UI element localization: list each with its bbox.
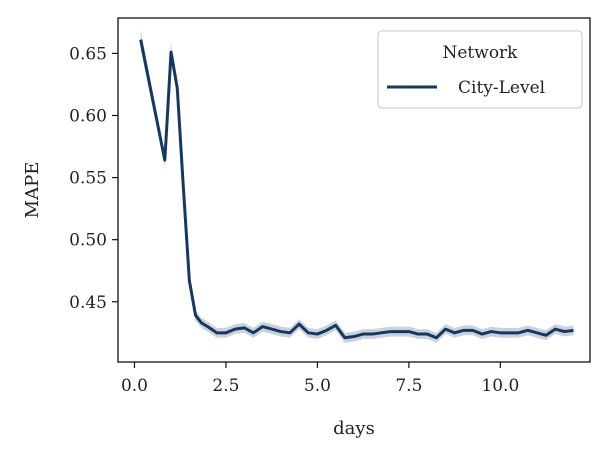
- series-line-layer: [139, 39, 574, 340]
- legend-title: Network: [443, 43, 519, 63]
- x-tick-label: 7.5: [395, 376, 422, 396]
- legend-label-city-level: City-Level: [458, 78, 545, 98]
- x-axis-ticks: 0.0 2.5 5.0 7.5 10.0: [121, 362, 519, 396]
- x-tick-label: 0.0: [121, 376, 148, 396]
- y-tick-label: 0.45: [69, 293, 107, 313]
- x-axis-label: days: [333, 418, 375, 439]
- x-tick-label: 5.0: [304, 376, 331, 396]
- plot-frame: [117, 17, 591, 363]
- y-axis-label: MAPE: [22, 162, 43, 219]
- legend-box: [377, 30, 583, 109]
- y-tick-label: 0.50: [69, 231, 107, 251]
- series-line-city-level: [139, 39, 574, 340]
- y-tick-label: 0.65: [69, 44, 107, 64]
- x-tick-label: 2.5: [212, 376, 239, 396]
- legend: Network City-Level: [377, 30, 583, 109]
- y-tick-label: 0.60: [69, 106, 107, 126]
- y-axis-ticks: 0.45 0.50 0.55 0.60 0.65: [69, 44, 118, 313]
- y-tick-label: 0.55: [69, 169, 107, 189]
- x-tick-label: 10.0: [481, 376, 519, 396]
